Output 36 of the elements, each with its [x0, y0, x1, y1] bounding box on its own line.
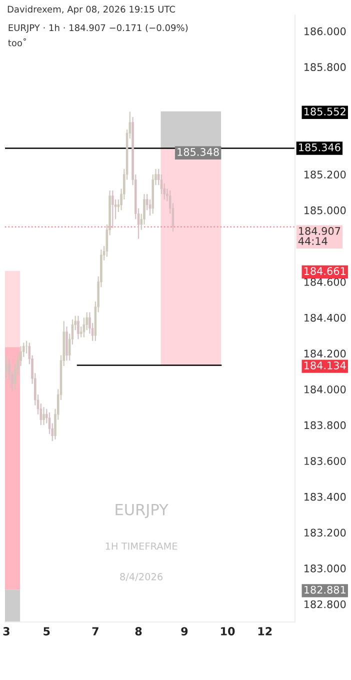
annotation: 8/4/2026: [120, 573, 163, 582]
y-tick-label: 184.400: [304, 314, 346, 322]
x-tick-label: 8: [135, 627, 142, 636]
annotation: too˚: [8, 38, 26, 46]
x-tick-label: 7: [92, 627, 98, 636]
x-tick-label: 10: [221, 627, 235, 636]
ref-line-label: 184.907 44:14: [298, 227, 340, 245]
y-tick-label: 184.000: [304, 385, 346, 394]
y-tick-label: 185.000: [304, 206, 346, 214]
y-tick-label: 184.200: [304, 350, 346, 358]
band-label: 185.348: [178, 148, 219, 156]
y-tick-label: 184.661: [304, 267, 346, 275]
y-tick-label: 184.134: [304, 361, 346, 370]
text: EURJPY · 1h · 184.907 −0.171 (−0.09%): [8, 24, 188, 33]
candlestick: [77, 315, 80, 340]
y-tick-label: 182.800: [304, 600, 346, 608]
annotation: 1H TIMEFRAME: [106, 542, 178, 550]
annotation: EURJPY: [116, 504, 168, 518]
y-tick-label: 183.000: [304, 564, 346, 572]
candlestick: [5, 356, 8, 380]
y-tick-label: 182.881: [304, 586, 346, 594]
x-tick-label: 5: [44, 627, 50, 636]
candlestick: [42, 406, 45, 426]
y-tick-label: 183.400: [304, 492, 346, 501]
x-tick-label: 9: [181, 627, 188, 636]
x-tick-label: 12: [258, 627, 272, 636]
y-tick-label: 185.552: [304, 108, 346, 116]
y-tick-label: 185.800: [304, 63, 346, 72]
y-tick-label: 183.600: [304, 457, 346, 465]
x-tick-label: 3: [3, 627, 10, 636]
y-tick-label: 186.000: [304, 27, 346, 36]
y-tick-label: 183.200: [304, 528, 346, 537]
y-tick-label: 183.800: [304, 421, 346, 430]
ref-line-label: 185.346: [299, 143, 340, 152]
chart-subtitle: Davidrexem, Apr 08, 2026 19:15 UTC: [8, 6, 175, 14]
y-tick-label: 185.200: [304, 170, 346, 178]
